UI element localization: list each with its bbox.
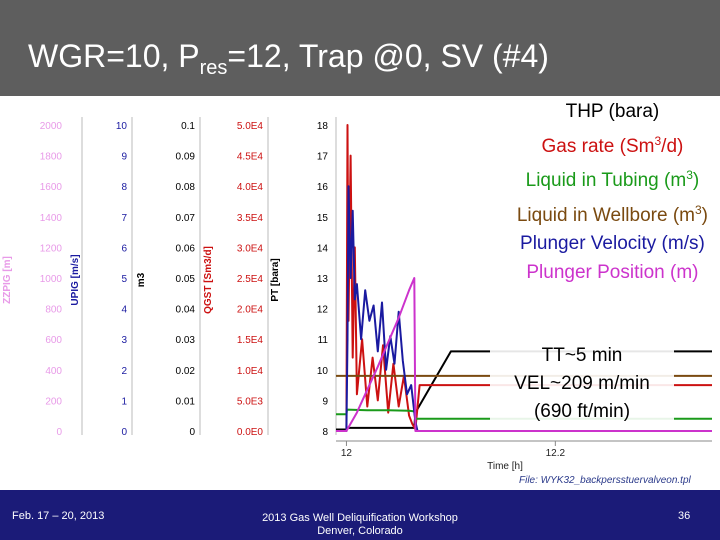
note-line-1: TT~5 min (541, 345, 623, 366)
plunger-note: TT~5 min VEL~209 m/min (690 ft/min) (490, 342, 674, 426)
chart: 2000180016001400120010008006004002000ZZP… (2, 117, 712, 472)
y-tick-label: 7 (121, 213, 127, 224)
slide-title: WGR=10, Pres=12, Trap @0, SV (#4) (28, 38, 549, 79)
footer-page-number: 36 (678, 510, 691, 522)
y-tick-label: 1600 (40, 182, 63, 193)
y-tick-label: 0.09 (176, 152, 196, 163)
slide-footer: Feb. 17 – 20, 2013 2013 Gas Well Deliqui… (0, 490, 720, 540)
y-tick-label: 11 (318, 335, 329, 346)
y-tick-label: 800 (45, 305, 62, 316)
plot-layer (336, 124, 712, 432)
footer-event-title: 2013 Gas Well Deliquification Workshop (262, 512, 458, 524)
y-tick-label: 0.06 (176, 243, 196, 254)
y-tick-label: 16 (317, 182, 329, 193)
y-tick-label: 10 (116, 121, 128, 132)
legend-item: Liquid in Tubing (m3) (525, 168, 700, 192)
y-tick-label: 600 (45, 335, 62, 346)
y-axis-title: PT [bara] (270, 258, 281, 301)
y-tick-label: 5 (121, 274, 127, 285)
y-tick-label: 200 (45, 396, 62, 407)
y-tick-label: 1000 (40, 274, 63, 285)
y-tick-label: 0.1 (181, 121, 195, 132)
file-label: File: WYK32_backpersstuervalveon.tpl (519, 475, 691, 486)
y-tick-label: 18 (317, 121, 329, 132)
note-line-3: (690 ft/min) (533, 401, 631, 422)
y-tick-label: 8 (121, 182, 127, 193)
y-tick-label: 1.0E4 (237, 366, 264, 377)
y-tick-label: 4.5E4 (237, 152, 264, 163)
y-tick-label: 4 (121, 305, 127, 316)
y-tick-label: 0.0E0 (237, 427, 264, 438)
y-tick-label: 0 (56, 427, 62, 438)
y-axis-title: QGST [Sm3/d] (203, 246, 214, 314)
x-tick-label: 12 (341, 448, 353, 459)
y-axis-title: UPIG [m/s] (70, 254, 81, 305)
y-tick-label: 1 (121, 396, 127, 407)
y-tick-label: 0.05 (176, 274, 196, 285)
y-tick-label: 0 (189, 427, 195, 438)
y-axis-title: m3 (136, 272, 147, 287)
y-tick-label: 0.03 (176, 335, 196, 346)
y-tick-label: 0 (121, 427, 127, 438)
legend-item: Liquid in Wellbore (m3) (516, 202, 708, 226)
y-tick-label: 3 (121, 335, 127, 346)
y-tick-label: 15 (317, 213, 329, 224)
x-axis-title: Time [h] (487, 461, 523, 472)
y-tick-label: 14 (317, 243, 329, 254)
y-axis-title: ZZPIG [m] (2, 256, 13, 304)
y-tick-label: 9 (322, 396, 328, 407)
axes-layer: 2000180016001400120010008006004002000ZZP… (2, 117, 712, 472)
y-tick-label: 6 (121, 243, 127, 254)
y-tick-label: 1.5E4 (237, 335, 264, 346)
y-tick-label: 0.01 (176, 396, 196, 407)
y-tick-label: 0.08 (176, 182, 196, 193)
y-tick-label: 12 (317, 305, 329, 316)
footer-date: Feb. 17 – 20, 2013 (12, 510, 105, 522)
y-tick-label: 9 (121, 152, 127, 163)
legend-item: THP (bara) (565, 101, 660, 122)
x-tick-label: 12.2 (546, 448, 566, 459)
y-tick-label: 5.0E3 (237, 396, 264, 407)
y-tick-label: 10 (317, 366, 329, 377)
footer-event: 2013 Gas Well Deliquification Workshop D… (230, 512, 490, 538)
legend-item: Plunger Velocity (m/s) (520, 233, 705, 255)
y-tick-label: 3.0E4 (237, 243, 264, 254)
y-tick-label: 8 (322, 427, 328, 438)
y-tick-label: 0.02 (176, 366, 196, 377)
y-tick-label: 2.5E4 (237, 274, 264, 285)
note-line-2: VEL~209 m/min (514, 373, 650, 394)
y-tick-label: 13 (317, 274, 329, 285)
legend-item: Plunger Position (m) (526, 261, 699, 283)
footer-event-location: Denver, Colorado (317, 525, 403, 537)
series-line (336, 185, 712, 432)
legend: THP (bara) Gas rate (Sm3/d) Liquid in Tubi… (514, 98, 710, 288)
y-tick-label: 1200 (40, 243, 63, 254)
y-tick-label: 400 (45, 366, 62, 377)
series-line (336, 277, 712, 432)
y-tick-label: 0.04 (176, 305, 196, 316)
legend-item: Gas rate (Sm3/d) (541, 133, 684, 157)
y-tick-label: 4.0E4 (237, 182, 264, 193)
y-tick-label: 1400 (40, 213, 63, 224)
y-tick-label: 2000 (40, 121, 63, 132)
y-tick-label: 17 (317, 152, 329, 163)
y-tick-label: 2.0E4 (237, 305, 264, 316)
y-tick-label: 0.07 (176, 213, 196, 224)
y-tick-label: 2 (121, 366, 127, 377)
y-tick-label: 1800 (40, 152, 63, 163)
y-tick-label: 5.0E4 (237, 121, 264, 132)
slide-title-bar: WGR=10, Pres=12, Trap @0, SV (#4) (0, 0, 720, 96)
y-tick-label: 3.5E4 (237, 213, 264, 224)
